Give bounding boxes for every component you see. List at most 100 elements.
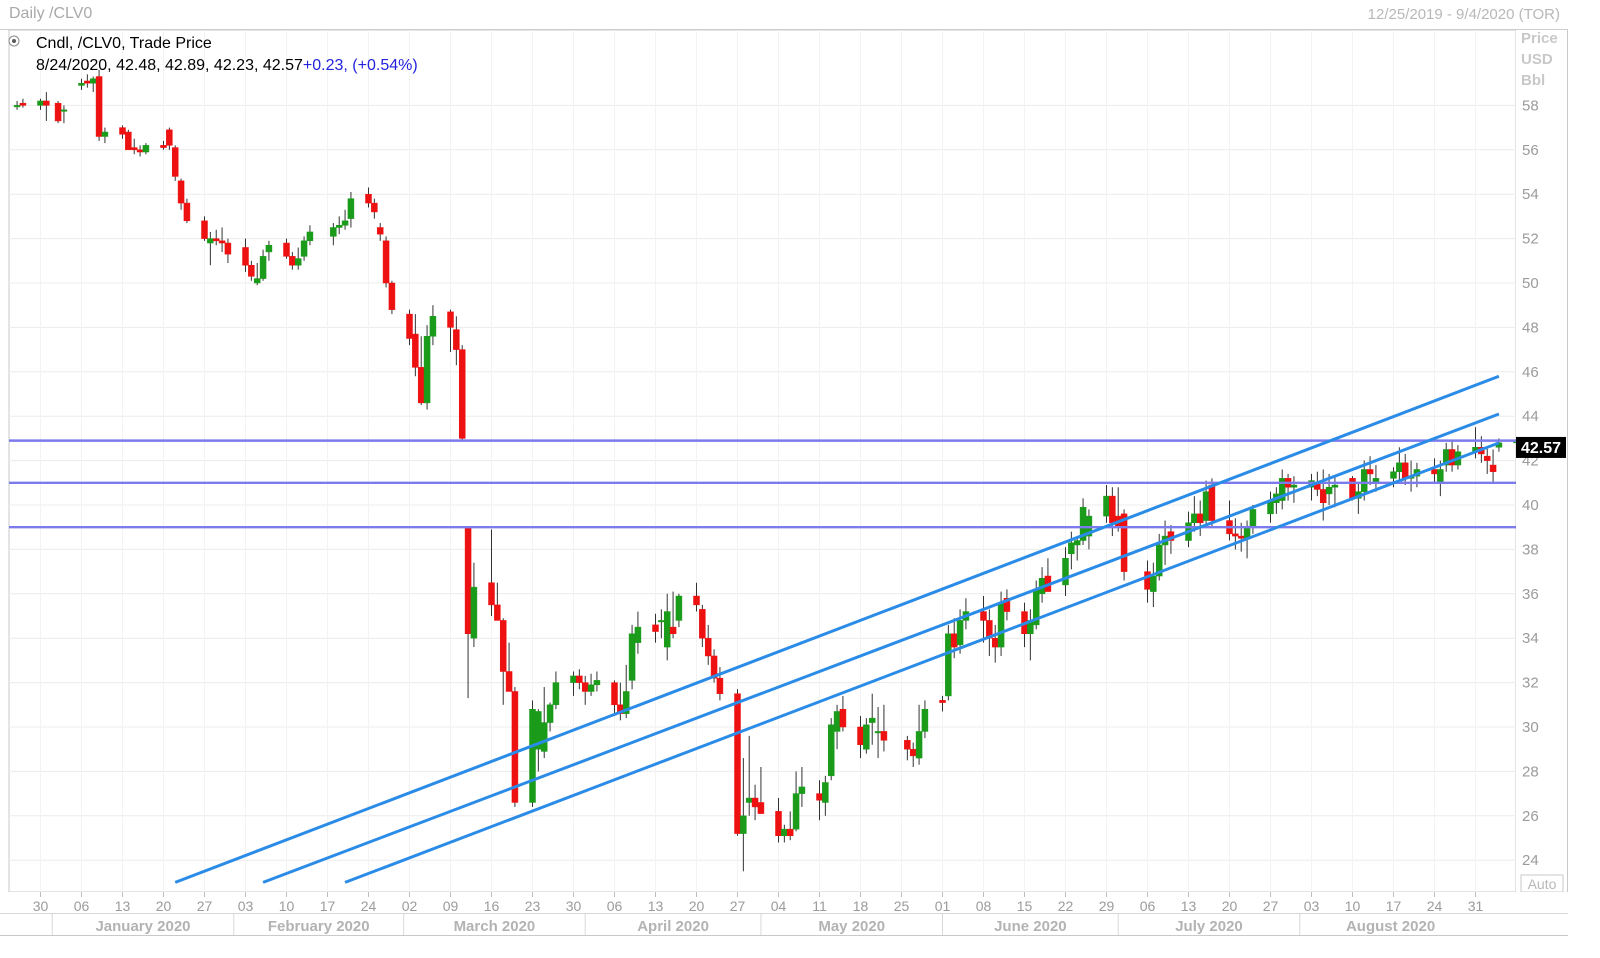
candle-up: [259, 256, 267, 279]
candle-up: [552, 682, 560, 706]
candle-up: [13, 105, 21, 108]
candle-down: [652, 624, 659, 632]
candle-up: [1290, 484, 1298, 488]
candle-down: [84, 80, 91, 84]
candle-up: [792, 793, 800, 830]
candle-up: [628, 633, 636, 681]
candle-down: [1483, 455, 1491, 461]
candle-down: [95, 76, 103, 137]
date-tick-label: 25: [894, 898, 910, 914]
candle-down: [218, 240, 226, 244]
date-axis[interactable]: 30 06 13 20 27 03 10 17 24 02 09 16 23 30 06 13 20 27 04 11…: [0, 892, 1568, 936]
study-settings-icon-dot: [12, 39, 16, 43]
date-range: 12/25/2019 - 9/4/2020 (TOR): [1367, 6, 1560, 23]
candle-down: [125, 131, 132, 151]
date-tick-label: 24: [1427, 898, 1443, 914]
candle-down: [54, 102, 62, 122]
candle-up: [1360, 469, 1368, 492]
candle-up: [1437, 469, 1444, 484]
candle-up: [330, 227, 337, 237]
axis-unit-currency: USD: [1521, 51, 1553, 68]
candle-down: [1196, 513, 1204, 524]
candle-down: [119, 127, 126, 135]
candle-down: [43, 100, 50, 106]
candle-up: [60, 109, 68, 112]
date-tick-label: 24: [361, 898, 377, 914]
candle-down: [494, 604, 501, 621]
candle-down: [980, 611, 987, 621]
candle-up: [347, 198, 355, 219]
price-tick-label: 34: [1522, 630, 1539, 647]
candle-up: [1068, 542, 1075, 555]
candle-down: [505, 671, 513, 692]
date-tick-label: 31: [1468, 898, 1484, 914]
candle-down: [839, 708, 847, 728]
candle-up: [78, 82, 85, 86]
candle-down: [458, 349, 466, 439]
candle-down: [365, 193, 372, 204]
candle-up: [622, 691, 630, 714]
month-label: August 2020: [1346, 918, 1435, 935]
price-tick-label: 38: [1522, 541, 1539, 558]
candle-down: [212, 238, 220, 242]
candle-up: [1278, 478, 1286, 501]
price-tick-label: 48: [1522, 319, 1539, 336]
date-tick-label: 30: [566, 898, 582, 914]
candle-up: [1155, 544, 1163, 577]
candle-down: [751, 797, 759, 808]
study-label: Cndl, /CLV0, Trade Price: [36, 35, 212, 52]
candle-down: [453, 329, 460, 350]
price-tick-label: 44: [1522, 408, 1539, 425]
date-tick-label: 23: [525, 898, 541, 914]
price-tick-label: 50: [1522, 275, 1539, 292]
candle-down: [1232, 533, 1239, 537]
candle-down: [1319, 489, 1327, 504]
date-tick-label: 02: [402, 898, 418, 914]
price-tick-label: 52: [1522, 231, 1539, 248]
candle-up: [142, 145, 150, 153]
date-tick-label: 10: [1345, 898, 1361, 914]
candle-down: [183, 202, 191, 222]
candle-down: [1431, 469, 1438, 475]
candle-up: [833, 711, 841, 732]
candle-down: [1489, 464, 1497, 472]
candle-down: [991, 637, 999, 648]
candle-down: [909, 748, 917, 757]
date-tick-label: 20: [1222, 898, 1238, 914]
axis-unit-volume: Bbl: [1521, 72, 1545, 89]
date-tick-label: 13: [648, 898, 664, 914]
candle-up: [1390, 471, 1397, 479]
candle-down: [950, 633, 958, 648]
candle-down: [939, 700, 946, 703]
price-axis[interactable]: Price USD Bbl 24262830323436384042444648…: [1516, 30, 1568, 935]
candle-down: [417, 367, 425, 404]
candle-up: [1191, 513, 1198, 524]
candle-down: [160, 145, 167, 148]
candle-down: [710, 655, 718, 679]
candle-down: [734, 693, 741, 834]
candles: [13, 69, 1561, 872]
candle-down: [704, 637, 712, 657]
chart-header: Daily /CLV0 12/25/2019 - 9/4/2020 (TOR): [0, 0, 1568, 30]
ohlc-readout: 8/24/2020, 42.48, 42.89, 42.23, 42.57+0.…: [36, 57, 418, 75]
date-tick-label: 06: [607, 898, 623, 914]
price-tick-label: 46: [1522, 364, 1539, 381]
candle-up: [915, 731, 923, 759]
candle-down: [406, 313, 413, 339]
candle-up: [89, 78, 97, 84]
price-tick-label: 40: [1522, 497, 1539, 514]
date-tick-label: 03: [1304, 898, 1320, 914]
trend-channel-line: [344, 441, 1500, 884]
date-tick-label: 06: [1140, 898, 1156, 914]
candle-up: [300, 240, 308, 257]
candle-down: [382, 240, 390, 284]
candle-down: [576, 675, 583, 683]
price-tick-label: 24: [1522, 852, 1539, 869]
date-tick-label: 27: [1263, 898, 1279, 914]
candle-up: [1150, 575, 1157, 592]
candle-down: [283, 242, 290, 257]
date-tick-label: 16: [484, 898, 500, 914]
month-label: January 2020: [95, 918, 190, 935]
